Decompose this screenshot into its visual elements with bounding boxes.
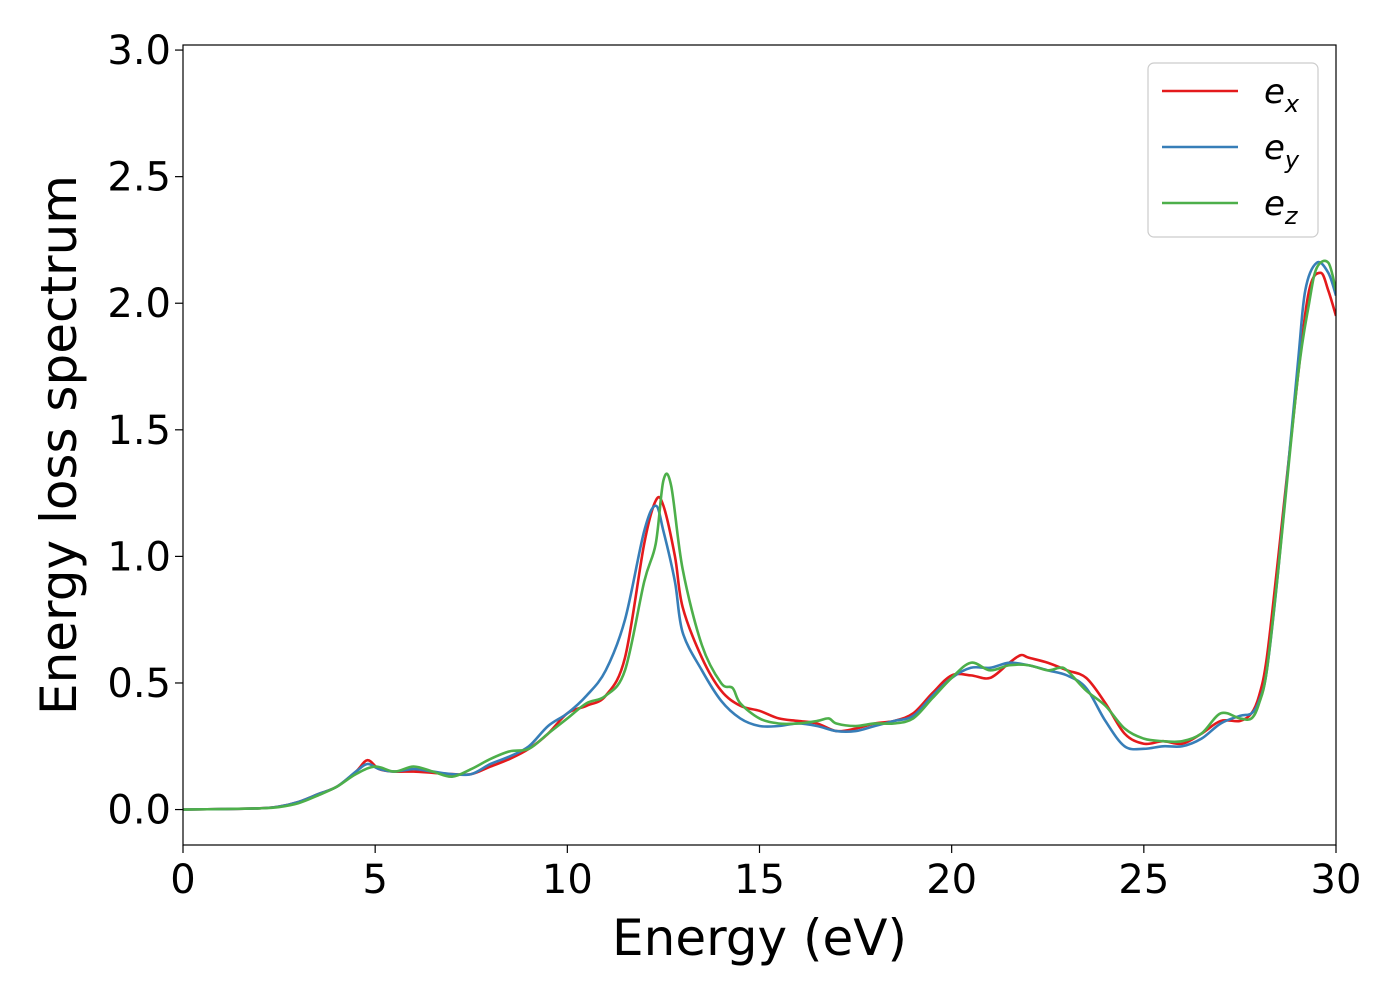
x-tick-label: 0 xyxy=(170,857,195,903)
legend-box xyxy=(1147,62,1319,238)
legend-label-base: e xyxy=(1264,184,1285,224)
y-axis-label: Energy loss spectrum xyxy=(30,175,88,715)
y-tick-label: 0.0 xyxy=(107,788,171,834)
series-layer xyxy=(183,259,1336,811)
y-tick-label: 2.0 xyxy=(107,281,171,327)
legend-label-subscript: x xyxy=(1284,90,1300,118)
y-tick-label: 0.5 xyxy=(107,661,171,707)
x-tick-label: 5 xyxy=(362,857,387,903)
legend-label-e-z: ez xyxy=(1264,184,1299,230)
x-tick-label: 15 xyxy=(734,857,785,903)
legend-label-subscript: y xyxy=(1284,146,1300,174)
legend-label-base: e xyxy=(1264,72,1285,112)
x-axis-label: Energy (eV) xyxy=(612,909,907,967)
series-line-e-z xyxy=(183,259,1336,811)
legend-label-e-x: ex xyxy=(1264,72,1300,118)
series-line-e-y xyxy=(183,260,1336,811)
y-tick-label: 1.0 xyxy=(107,534,171,580)
series-line-e-x xyxy=(183,271,1336,811)
legend-label-e-y: ey xyxy=(1264,128,1300,174)
y-tick-label: 1.5 xyxy=(107,408,171,454)
x-axis: 0 5 10 15 20 25 30 xyxy=(170,845,1361,903)
x-tick-label: 25 xyxy=(1118,857,1169,903)
y-tick-label: 3.0 xyxy=(107,28,171,74)
legend-label-base: e xyxy=(1264,128,1285,168)
x-tick-label: 10 xyxy=(542,857,593,903)
y-tick-label: 2.5 xyxy=(107,155,171,201)
x-tick-label: 30 xyxy=(1311,857,1362,903)
x-tick-label: 20 xyxy=(926,857,977,903)
legend-label-subscript: z xyxy=(1284,202,1299,230)
y-axis: 0.0 0.5 1.0 1.5 2.0 2.5 3.0 xyxy=(107,28,183,834)
